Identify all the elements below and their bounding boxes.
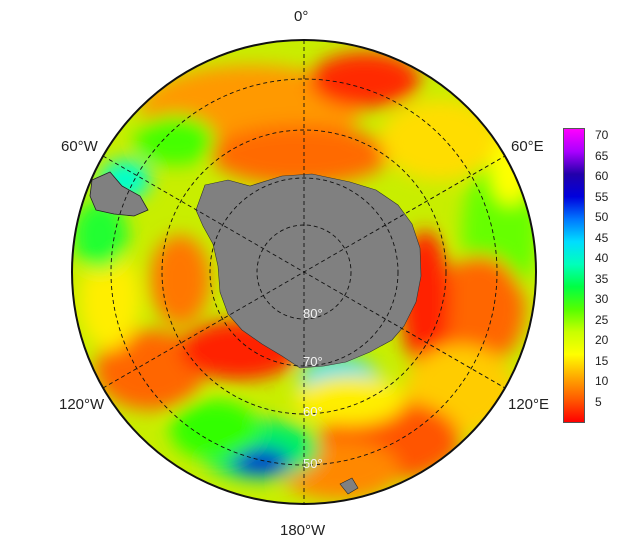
- colorbar-tick-label: 60: [595, 169, 609, 184]
- colorbar-tick-label: 25: [595, 312, 609, 327]
- lon-label-60e: 60°E: [511, 138, 544, 155]
- antarctica-landmass: [195, 173, 422, 369]
- colorbar-tick-label: 20: [595, 333, 609, 348]
- lon-label-60w: 60°W: [61, 138, 98, 155]
- colorbar-tick-label: 40: [595, 251, 609, 266]
- colorbar-tick-label: 15: [595, 353, 609, 368]
- colorbar-tick-label: 55: [595, 189, 609, 204]
- map-border: [71, 39, 537, 505]
- data-field: [72, 40, 536, 504]
- lat-label-80: 80°: [303, 306, 323, 321]
- lon-label-120e: 120°E: [508, 396, 550, 413]
- colorbar: [563, 128, 585, 423]
- colorbar-tick-label: 35: [595, 271, 609, 286]
- colorbar-tick-label: 5: [595, 394, 602, 409]
- small-island: [339, 477, 359, 495]
- lat-label-50: 50°: [303, 456, 323, 471]
- colorbar-tick-label: 10: [595, 374, 609, 389]
- lat-label-60: 60°: [303, 404, 323, 419]
- colorbar-tick-label: 65: [595, 148, 609, 163]
- colorbar-tick-label: 30: [595, 292, 609, 307]
- colorbar-tick-label: 50: [595, 210, 609, 225]
- colorbar-tick-label: 45: [595, 230, 609, 245]
- south-america-tip: [89, 171, 149, 217]
- colorbar-tick-label: 70: [595, 128, 609, 143]
- meridian-lines: [102, 40, 506, 504]
- lat-label-70: 70°: [303, 354, 323, 369]
- lon-label-0: 0°: [294, 8, 309, 25]
- lon-label-180w: 180°W: [280, 522, 326, 539]
- lon-label-120w: 120°W: [59, 396, 105, 413]
